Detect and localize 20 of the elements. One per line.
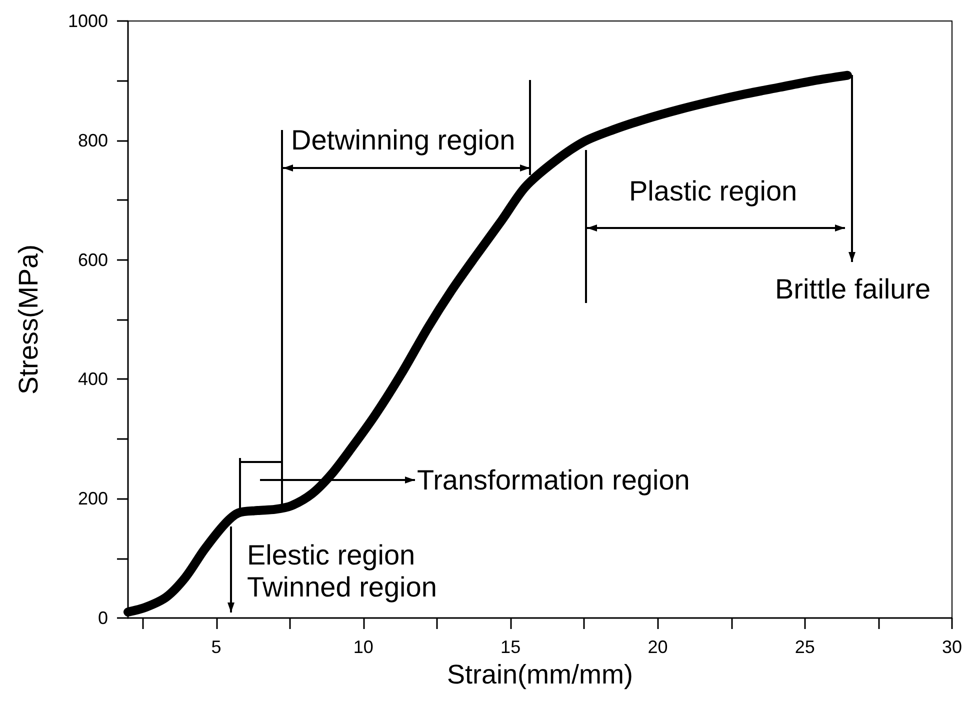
annotation: Transformation region xyxy=(417,464,690,496)
y-axis-title: Stress(MPa) xyxy=(14,244,44,395)
x-tick-label: 5 xyxy=(211,637,222,657)
x-axis-title: Strain(mm/mm) xyxy=(447,659,633,690)
y-tick-label: 200 xyxy=(78,488,108,509)
y-tick-label: 0 xyxy=(98,608,108,628)
x-tick-label: 15 xyxy=(500,637,521,657)
x-tick-label: 10 xyxy=(353,637,374,657)
annotation: Detwinning region xyxy=(291,124,516,156)
y-tick-label: 400 xyxy=(78,369,108,390)
annotation: Elestic region xyxy=(247,540,416,570)
x-tick-label: 30 xyxy=(942,637,962,657)
annotation: Brittle failure xyxy=(775,274,931,304)
annotation: Twinned region xyxy=(247,572,437,602)
x-tick-label: 25 xyxy=(794,637,815,657)
y-tick-label: 1000 xyxy=(68,11,108,31)
y-tick-label: 600 xyxy=(78,250,108,270)
annotation: Plastic region xyxy=(629,176,798,206)
x-tick-label: 20 xyxy=(648,637,668,657)
y-tick-label: 800 xyxy=(78,130,108,150)
